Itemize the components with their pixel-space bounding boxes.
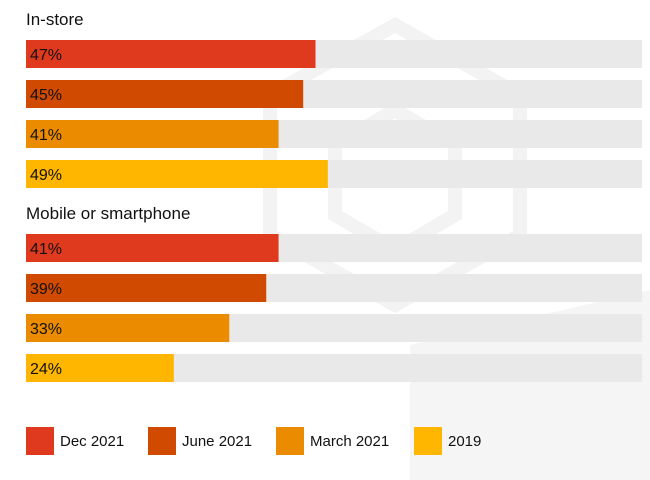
- bar: [26, 274, 267, 302]
- data-label: 39%: [30, 281, 62, 298]
- group-title: Mobile or smartphone: [26, 204, 190, 223]
- bar: [26, 80, 304, 108]
- legend-swatch: [148, 427, 176, 455]
- legend-label: Dec 2021: [60, 433, 124, 450]
- data-label: 41%: [30, 127, 62, 144]
- data-label: 33%: [30, 321, 62, 338]
- bar: [26, 354, 174, 382]
- data-label: 47%: [30, 47, 62, 64]
- legend-item: 2019: [414, 427, 481, 455]
- legend-swatch: [414, 427, 442, 455]
- legend-swatch: [26, 427, 54, 455]
- legend-swatch: [276, 427, 304, 455]
- data-label: 41%: [30, 241, 62, 258]
- legend-item: March 2021: [276, 427, 389, 455]
- legend-item: June 2021: [148, 427, 252, 455]
- legend-item: Dec 2021: [26, 427, 124, 455]
- legend-label: 2019: [448, 433, 481, 450]
- bar: [26, 120, 279, 148]
- group-title: In-store: [26, 10, 84, 29]
- legend-label: March 2021: [310, 433, 389, 450]
- bar-group-2: Mobile or smartphone 41% 39% 33% 24%: [26, 204, 642, 382]
- bar: [26, 314, 230, 342]
- bar-group-1: In-store 47% 45% 41% 49%: [26, 10, 642, 188]
- data-label: 45%: [30, 87, 62, 104]
- bar: [26, 40, 316, 68]
- legend-label: June 2021: [182, 433, 252, 450]
- bar: [26, 234, 279, 262]
- bar: [26, 160, 328, 188]
- legend: Dec 2021 June 2021 March 2021 2019: [26, 427, 481, 455]
- data-label: 24%: [30, 361, 62, 378]
- data-label: 49%: [30, 167, 62, 184]
